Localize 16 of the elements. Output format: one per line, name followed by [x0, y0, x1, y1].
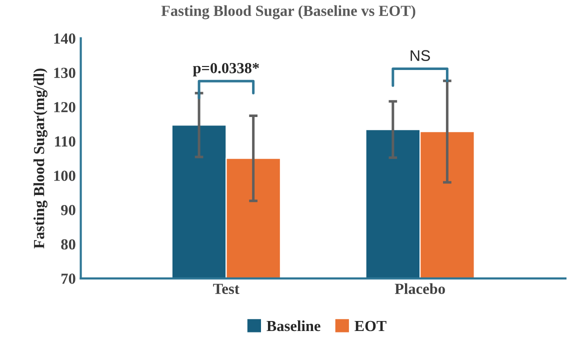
legend-label: EOT	[354, 320, 386, 332]
annotation: NS	[410, 50, 430, 61]
x-tick-label: Test	[213, 284, 240, 294]
x-tick-label: Placebo	[394, 283, 445, 294]
y-tick-label: 120	[54, 102, 76, 112]
y-tick-label: 100	[54, 170, 76, 181]
annotation: p=0.0338*	[192, 62, 259, 76]
y-tick-label: 140	[54, 33, 76, 44]
y-axis-title: Fasting Blood Sugar(mg/dl)	[33, 68, 48, 248]
y-tick-label: 110	[55, 136, 76, 147]
legend-label: Baseline	[266, 320, 320, 332]
y-tick-label: 90	[61, 204, 76, 216]
chart-title: Fasting Blood Sugar (Baseline vs EOT)	[161, 5, 416, 20]
y-tick-label: 130	[54, 68, 76, 78]
y-tick-label: 70	[62, 274, 76, 284]
y-tick-label: 80	[61, 239, 76, 250]
